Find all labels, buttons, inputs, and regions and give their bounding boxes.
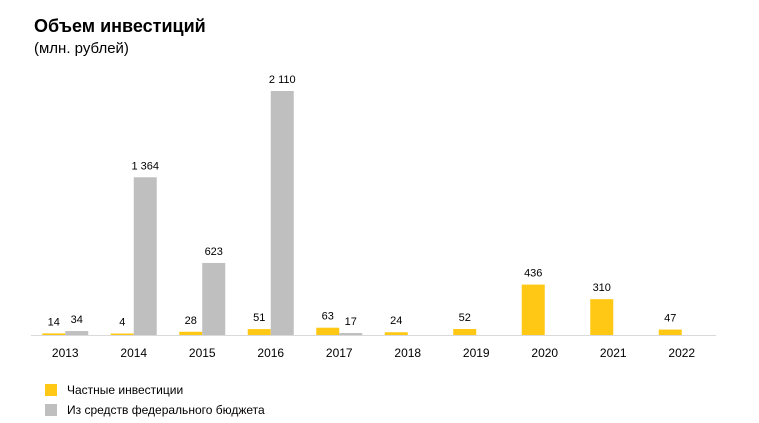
data-label-federal-2013: 34 xyxy=(71,314,83,326)
bar-private-2013 xyxy=(42,333,66,335)
x-tick-label-2019: 2019 xyxy=(463,346,490,360)
x-tick-label-2018: 2018 xyxy=(394,346,421,360)
x-tick-label-2017: 2017 xyxy=(326,346,353,360)
bar-private-2021 xyxy=(590,299,614,335)
bar-private-2016 xyxy=(247,329,271,335)
x-tick-label-2021: 2021 xyxy=(600,346,627,360)
legend-item-private: Частные инвестиции xyxy=(45,380,265,400)
chart-subtitle: (млн. рублей) xyxy=(34,40,129,57)
bar-private-2019 xyxy=(453,328,477,335)
bar-private-2022 xyxy=(658,329,682,335)
data-label-private-2014: 4 xyxy=(119,317,125,329)
data-label-federal-2014: 1 364 xyxy=(131,160,159,172)
data-label-federal-2016: 2 110 xyxy=(269,74,296,86)
bar-private-2014 xyxy=(110,333,134,335)
chart-title: Объем инвестиций xyxy=(34,16,206,36)
data-label-private-2016: 51 xyxy=(253,312,265,324)
data-label-private-2018: 24 xyxy=(390,315,402,327)
legend-label-private: Частные инвестиции xyxy=(67,383,184,397)
bar-private-2015 xyxy=(179,331,203,335)
x-tick-label-2022: 2022 xyxy=(668,346,695,360)
x-tick-label-2014: 2014 xyxy=(120,346,147,360)
data-label-private-2017: 63 xyxy=(322,311,334,323)
x-tick-label-2020: 2020 xyxy=(531,346,558,360)
bar-federal-2013 xyxy=(65,331,89,335)
data-label-private-2019: 52 xyxy=(459,312,471,324)
data-label-private-2013: 14 xyxy=(48,316,60,328)
bar-private-2018 xyxy=(384,332,408,335)
data-label-private-2020: 436 xyxy=(524,268,542,280)
bar-federal-2015 xyxy=(202,262,226,335)
legend-item-federal: Из средств федерального бюджета xyxy=(45,400,265,420)
bar-federal-2016 xyxy=(270,91,294,335)
data-label-federal-2017: 17 xyxy=(345,316,357,328)
bar-federal-2017 xyxy=(339,333,363,335)
data-label-federal-2015: 623 xyxy=(205,246,223,258)
bar-federal-2014 xyxy=(133,177,157,335)
bar-private-2017 xyxy=(316,327,340,335)
x-tick-label-2015: 2015 xyxy=(189,346,216,360)
data-label-private-2015: 28 xyxy=(185,315,197,327)
bar-private-2020 xyxy=(521,284,545,335)
legend-swatch-private xyxy=(45,384,57,396)
legend-label-federal: Из средств федерального бюджета xyxy=(67,403,265,417)
x-tick-label-2016: 2016 xyxy=(257,346,284,360)
legend: Частные инвестиции Из средств федерально… xyxy=(45,380,265,420)
data-label-private-2022: 47 xyxy=(664,313,676,325)
data-label-private-2021: 310 xyxy=(593,282,611,294)
x-tick-label-2013: 2013 xyxy=(52,346,79,360)
legend-swatch-federal xyxy=(45,404,57,416)
